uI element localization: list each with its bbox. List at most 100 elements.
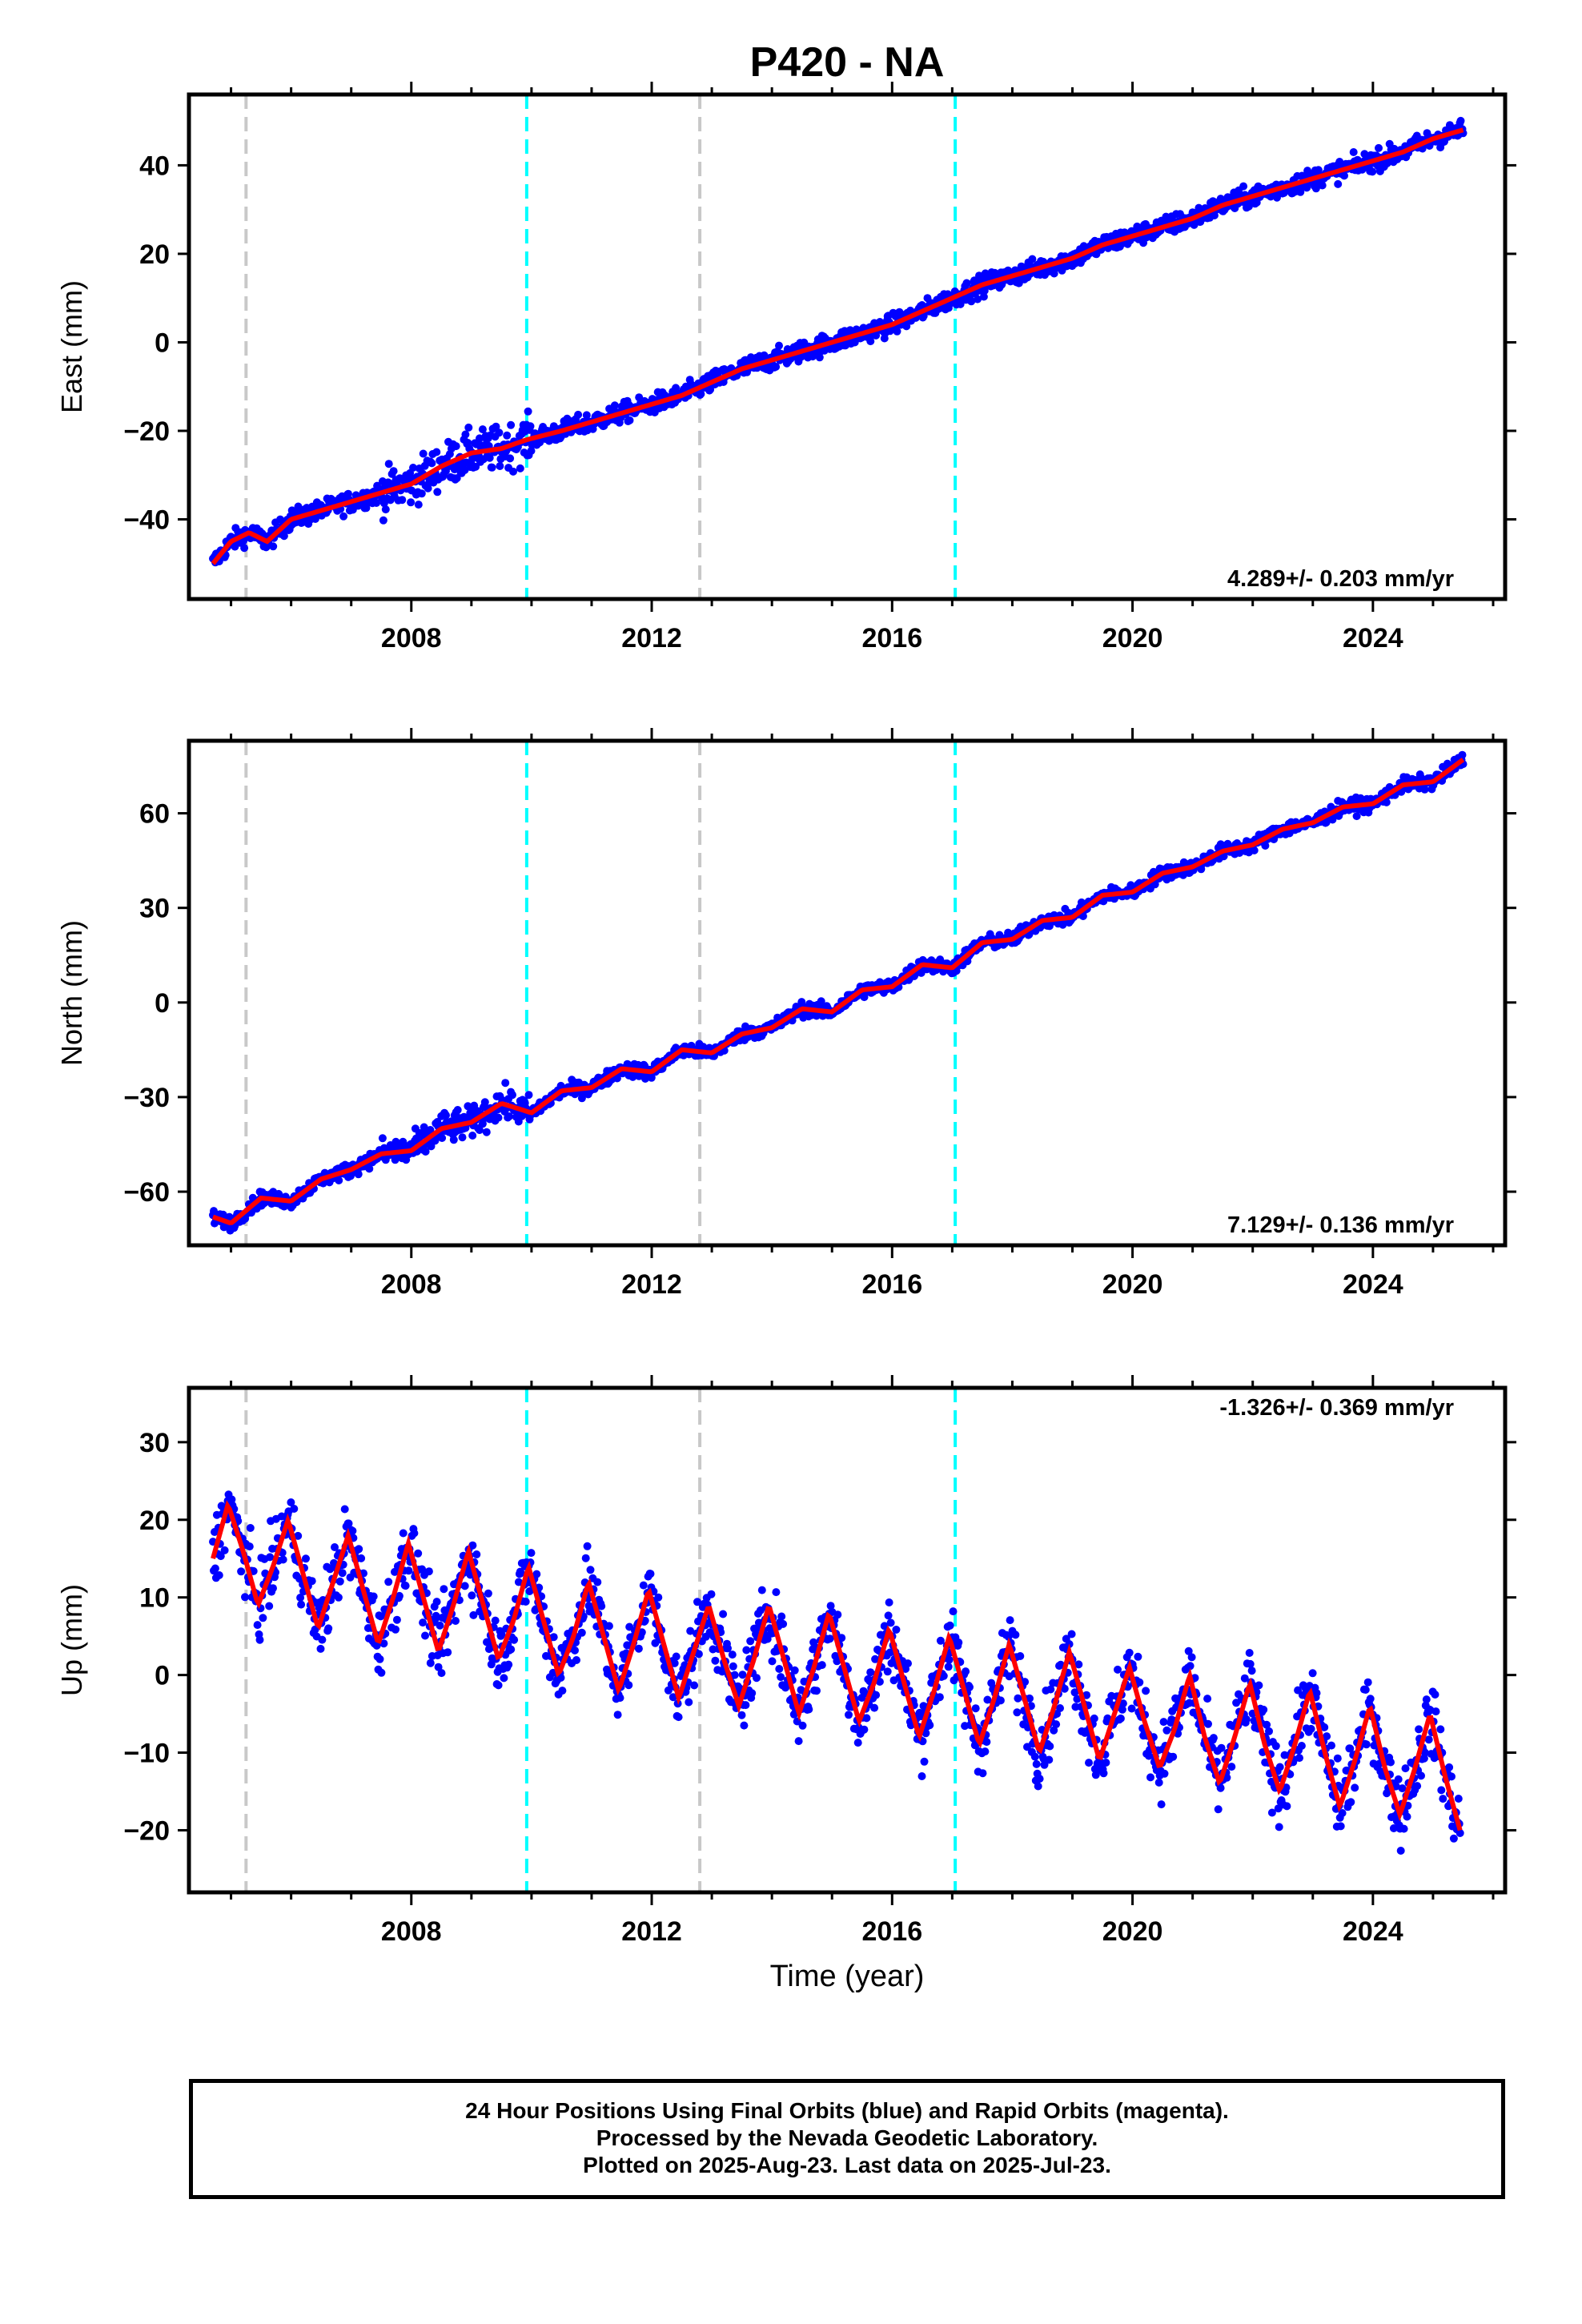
north-point	[1078, 912, 1087, 920]
up-point	[1327, 1741, 1335, 1750]
north-point	[1458, 750, 1467, 759]
up-point	[372, 1641, 381, 1650]
up-point	[1245, 1649, 1254, 1657]
up-point	[1016, 1652, 1025, 1660]
north-xtick-label: 2024	[1343, 1269, 1403, 1300]
north-point	[612, 1074, 621, 1083]
north-point	[1382, 798, 1391, 806]
up-point	[719, 1610, 728, 1618]
up-point	[921, 1729, 930, 1738]
up-point	[634, 1644, 643, 1653]
east-ytick-label: 40	[139, 151, 170, 181]
north-xtick-label: 2020	[1102, 1269, 1163, 1300]
up-point	[1227, 1763, 1236, 1771]
up-point	[1060, 1684, 1069, 1693]
up-point	[1424, 1735, 1433, 1744]
up-point	[527, 1549, 536, 1558]
up-point	[728, 1651, 737, 1659]
east-ytick-label: −40	[123, 505, 170, 536]
north-frame	[187, 738, 1508, 1248]
up-point	[375, 1655, 384, 1663]
up-point	[1336, 1822, 1345, 1831]
up-point	[860, 1725, 869, 1734]
up-point	[494, 1681, 503, 1690]
up-point	[872, 1691, 881, 1699]
up-point	[1370, 1741, 1379, 1750]
up-point	[395, 1591, 404, 1600]
east-rate-label: 4.289+/- 0.203 mm/yr	[1227, 566, 1454, 592]
up-point	[507, 1645, 516, 1654]
up-point	[1346, 1744, 1355, 1753]
up-point	[845, 1711, 853, 1719]
up-point	[1032, 1759, 1041, 1768]
east-point	[1239, 182, 1248, 191]
up-point	[746, 1637, 755, 1646]
up-point	[255, 1635, 264, 1644]
up-point	[1056, 1704, 1064, 1712]
up-point	[1297, 1742, 1306, 1750]
up-data-points	[209, 1490, 1464, 1855]
up-point	[672, 1652, 681, 1661]
up-point	[269, 1584, 277, 1593]
up-point	[685, 1698, 693, 1707]
east-point	[384, 460, 393, 468]
up-point	[1439, 1795, 1447, 1803]
north-xtick-label: 2016	[861, 1269, 922, 1300]
north-ytick-label: −60	[123, 1177, 170, 1208]
up-point	[1247, 1667, 1256, 1675]
up-point	[558, 1687, 567, 1695]
up-point	[334, 1593, 343, 1602]
up-point	[290, 1505, 299, 1513]
up-point	[1232, 1699, 1241, 1707]
north-xtick-label: 2008	[381, 1269, 442, 1300]
east-point	[503, 431, 512, 440]
up-point	[220, 1546, 229, 1554]
up-point	[1004, 1632, 1013, 1641]
up-point	[920, 1757, 929, 1766]
up-point	[1154, 1778, 1163, 1787]
east-point	[372, 499, 381, 507]
up-point	[227, 1495, 236, 1504]
up-point	[593, 1578, 602, 1586]
east-point	[379, 516, 387, 525]
up-point	[468, 1541, 477, 1550]
up-ytick-label: 0	[155, 1661, 170, 1691]
up-point	[996, 1696, 1005, 1705]
up-point	[597, 1602, 606, 1610]
east-point	[516, 464, 524, 472]
up-point	[253, 1621, 262, 1630]
up-point	[1401, 1764, 1410, 1773]
north-point	[442, 1111, 450, 1120]
up-point	[340, 1505, 349, 1514]
up-point	[1431, 1707, 1440, 1716]
east-point	[461, 430, 470, 439]
up-point	[399, 1529, 408, 1538]
east-point	[269, 542, 278, 551]
up-point	[1417, 1771, 1425, 1780]
up-point	[1021, 1678, 1030, 1687]
up-point	[833, 1610, 842, 1619]
up-ytick-label: 30	[139, 1428, 170, 1458]
up-point	[748, 1689, 757, 1698]
north-point	[482, 1128, 491, 1136]
up-point	[1265, 1727, 1273, 1735]
east-point	[697, 390, 705, 398]
east-point	[433, 488, 442, 497]
up-point	[1413, 1782, 1422, 1791]
north-point	[468, 1132, 477, 1140]
up-point	[1203, 1695, 1212, 1703]
up-point	[729, 1662, 737, 1671]
up-point	[690, 1681, 699, 1690]
east-xtick-label: 2008	[381, 623, 442, 653]
east-point	[962, 279, 971, 287]
up-point	[1396, 1847, 1405, 1855]
up-point	[892, 1626, 901, 1634]
east-point	[432, 448, 441, 456]
up-point	[654, 1593, 663, 1602]
east-point	[428, 459, 436, 468]
east-point	[979, 292, 988, 301]
up-point	[241, 1593, 249, 1602]
up-point	[862, 1714, 871, 1723]
north-point	[354, 1170, 363, 1179]
up-point	[525, 1587, 534, 1595]
